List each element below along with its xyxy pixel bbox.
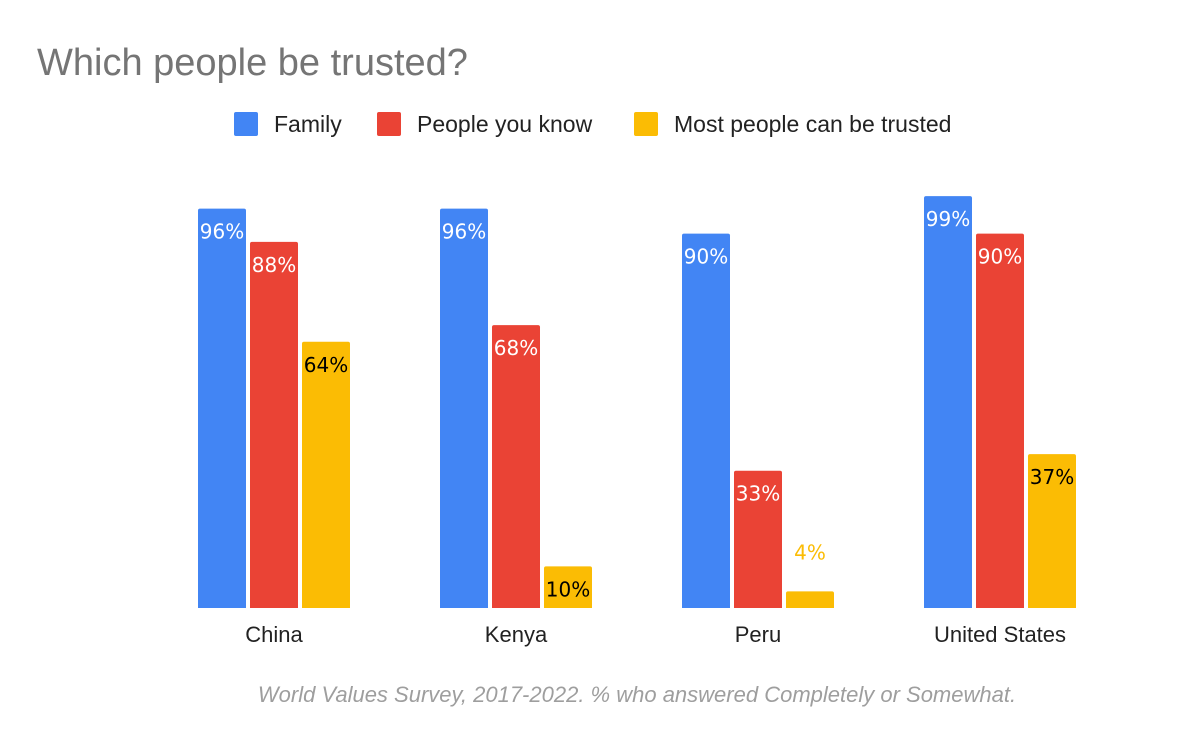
- data-label-kenya-series-1: 96%: [442, 220, 486, 244]
- x-tick-label-kenya: Kenya: [485, 622, 548, 647]
- data-label-china-series-3: 64%: [304, 353, 348, 377]
- data-label-china-series-2: 88%: [252, 253, 296, 277]
- bars: [198, 196, 1076, 609]
- data-label-china-series-1: 96%: [200, 220, 244, 244]
- data-label-peru-series-2: 33%: [736, 482, 780, 506]
- data-labels: 96% 88% 64% 96% 68% 10% 90% 33% 4% 99% 90% 37%: [200, 207, 1074, 601]
- legend-label-2: People you know: [417, 111, 593, 137]
- data-label-united-states-series-2: 90%: [978, 245, 1022, 269]
- source-note: World Values Survey, 2017-2022. % who an…: [258, 682, 1016, 707]
- legend-swatch-3: [634, 112, 658, 136]
- data-label-united-states-series-3: 37%: [1030, 465, 1074, 489]
- data-label-united-states-series-1: 99%: [926, 207, 970, 231]
- data-label-peru-series-3: 4%: [794, 540, 826, 564]
- bar-peru-series-2: [734, 470, 782, 608]
- x-tick-label-united-states: United States: [934, 622, 1066, 647]
- legend: Family People you know Most people can be …: [234, 111, 951, 137]
- data-label-peru-series-1: 90%: [684, 245, 728, 269]
- bar-united-states-series-2: [976, 233, 1024, 608]
- bar-peru-series-3: [786, 591, 834, 608]
- bar-united-states-series-1: [924, 196, 972, 608]
- bar-kenya-series-3: [544, 566, 592, 608]
- bar-china-series-3: [302, 341, 350, 608]
- bar-united-states-series-3: [1028, 454, 1076, 608]
- data-label-kenya-series-2: 68%: [494, 336, 538, 360]
- x-tick-label-peru: Peru: [735, 622, 781, 647]
- legend-swatch-2: [377, 112, 401, 136]
- bar-china-series-2: [250, 241, 298, 609]
- x-axis-ticks: China Kenya Peru United States: [245, 622, 1066, 647]
- legend-label-3: Most people can be trusted: [674, 111, 951, 137]
- chart-title: Which people be trusted?: [37, 42, 468, 84]
- x-tick-label-china: China: [245, 622, 303, 647]
- bar-kenya-series-2: [492, 325, 540, 608]
- bar-peru-series-1: [682, 233, 730, 608]
- data-label-kenya-series-3: 10%: [546, 577, 590, 601]
- legend-swatch-1: [234, 112, 258, 136]
- bar-china-series-1: [198, 208, 246, 608]
- bar-kenya-series-1: [440, 208, 488, 608]
- legend-label-1: Family: [274, 111, 342, 137]
